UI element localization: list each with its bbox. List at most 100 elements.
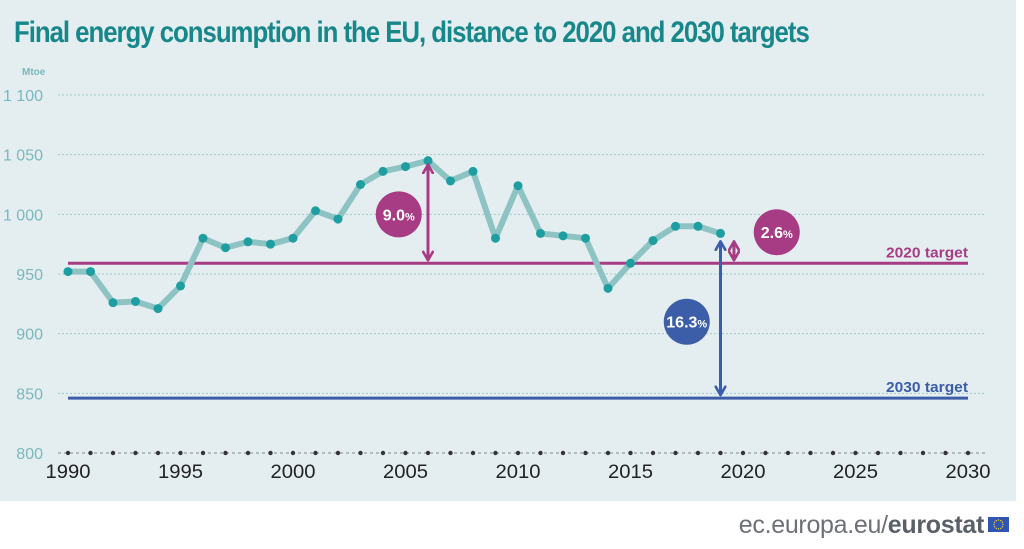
x-axis-year-dot <box>785 450 791 456</box>
data-point <box>513 181 523 191</box>
y-tick-label: 850 <box>16 386 43 403</box>
x-axis-year-dot <box>740 450 746 456</box>
x-axis-year-dot <box>290 450 296 456</box>
x-axis-year-dot <box>830 450 836 456</box>
x-axis-year-dot <box>155 450 161 456</box>
data-point <box>131 296 140 306</box>
eu-star <box>997 519 1000 521</box>
data-point <box>648 236 658 246</box>
x-axis-year-dot <box>178 450 183 456</box>
x-axis-year-dot <box>380 450 386 456</box>
data-point <box>221 243 230 253</box>
target-label-2030: 2030 target <box>886 379 968 396</box>
x-axis-year-dot <box>583 450 588 456</box>
x-axis-year-dot <box>605 450 611 456</box>
x-axis-year-dot <box>223 450 228 456</box>
x-axis-year-dot <box>673 450 678 456</box>
grid <box>58 94 985 454</box>
eu-flag-icon <box>988 517 1009 532</box>
chart-panel <box>0 0 1016 501</box>
x-axis-year-dot <box>403 450 408 456</box>
x-axis-year-dot <box>245 450 251 456</box>
data-point <box>468 166 478 176</box>
distance-badge-2020 <box>753 209 800 256</box>
data-point <box>423 156 433 166</box>
data-point <box>603 283 613 293</box>
x-tick-label: 1995 <box>158 462 203 483</box>
x-axis-year-dot <box>133 450 138 456</box>
source-credit[interactable]: ec.europa.eu/eurostat <box>738 511 985 540</box>
eu-star <box>993 526 996 528</box>
data-point <box>333 214 343 224</box>
source-prefix: ec.europa.eu/ <box>738 511 888 539</box>
x-axis-year-dot <box>470 450 476 456</box>
eu-star <box>1001 526 1004 528</box>
data-point <box>693 221 703 231</box>
data-point <box>491 233 500 243</box>
x-axis-year-dot <box>268 450 273 456</box>
x-axis-year-dot <box>313 450 318 456</box>
x-axis-year-dot <box>448 450 453 456</box>
eu-star <box>995 527 997 530</box>
y-tick-label: 800 <box>16 446 43 463</box>
data-point <box>176 281 185 291</box>
eu-stars-icon <box>993 519 1004 530</box>
chart-title: Final energy consumption in the EU, dist… <box>14 16 810 49</box>
eu-star <box>1000 527 1002 530</box>
data-point <box>63 267 73 277</box>
data-point <box>198 233 208 243</box>
x-axis-year-dot <box>65 450 71 456</box>
data-point <box>536 228 545 238</box>
data-point <box>243 237 253 247</box>
eu-star <box>993 521 996 523</box>
x-axis-year-dot <box>695 450 701 456</box>
x-axis-year-dot <box>358 450 363 456</box>
distance-badge-label: 16.3% <box>666 315 707 332</box>
data-point <box>558 231 568 241</box>
source-brand: eurostat <box>887 511 985 539</box>
x-axis-year-dot <box>560 450 566 456</box>
x-axis-year-dot <box>898 450 903 456</box>
x-axis-year-dot <box>943 450 948 456</box>
x-axis-year-dot <box>875 450 881 456</box>
eu-star <box>997 528 1000 530</box>
eu-star <box>1001 521 1004 523</box>
y-tick-label: 900 <box>16 327 43 344</box>
annotations: 9.0% 2.6% 16.3% <box>375 165 800 395</box>
y-tick-label: 1 050 <box>3 148 43 165</box>
x-axis-year-dot <box>425 450 431 456</box>
distance-badge-label: 2.6% <box>761 225 793 242</box>
data-point <box>378 166 388 176</box>
data-point <box>311 206 320 216</box>
x-axis-year-dot <box>650 450 656 456</box>
x-axis-year-dot <box>110 450 116 456</box>
data-point <box>288 233 298 243</box>
x-axis-year-dot <box>718 450 723 456</box>
eu-star <box>993 523 995 526</box>
x-tick-label: 1990 <box>46 462 91 483</box>
x-tick-label: 2000 <box>271 462 316 483</box>
data-point <box>581 233 590 243</box>
eu-star <box>1002 523 1004 526</box>
distance-badge-2020 <box>375 191 422 238</box>
x-axis-year-dot <box>808 450 813 456</box>
x-axis-year-dot <box>853 450 858 456</box>
x-tick-label: 2015 <box>608 462 653 483</box>
x-axis: 1990 1995 2000 2005 2010 2015 2020 2025 2030 <box>46 450 991 483</box>
y-tick-label: 1 100 <box>3 88 43 105</box>
series <box>63 156 725 314</box>
y-tick-label: 1 000 <box>3 207 43 224</box>
data-point <box>401 162 410 172</box>
target-lines: 2020 target 2030 target <box>68 244 968 400</box>
y-tick-label: 950 <box>16 267 43 284</box>
data-point <box>671 221 680 231</box>
x-axis-year-dot <box>965 450 971 456</box>
data-point <box>86 267 95 277</box>
data-point <box>446 176 455 186</box>
x-axis-year-dot <box>515 450 521 456</box>
distance-badge-2030 <box>663 298 710 345</box>
data-point <box>266 239 275 249</box>
x-axis-year-dot <box>493 450 498 456</box>
data-point <box>153 304 163 314</box>
